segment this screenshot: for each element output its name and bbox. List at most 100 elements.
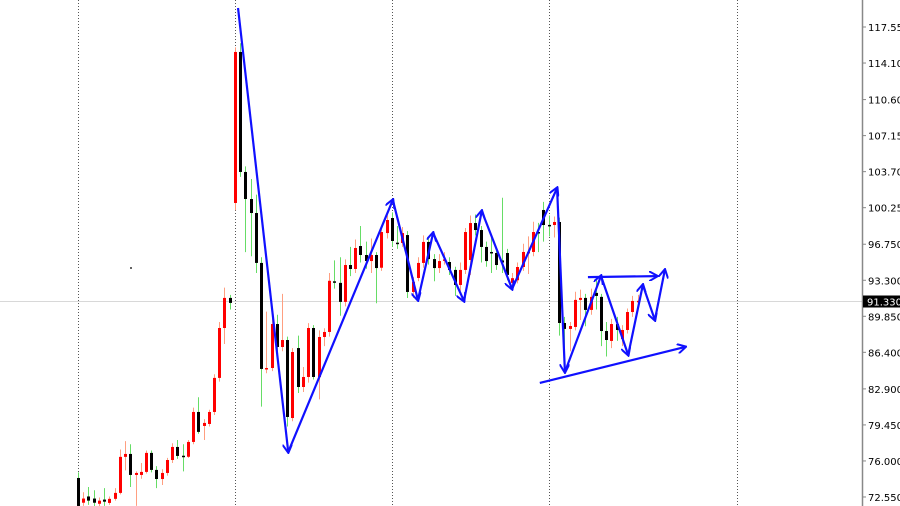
y-tick-label: 110.600 xyxy=(868,96,900,107)
candle xyxy=(370,238,373,273)
candle xyxy=(380,225,383,271)
candle-body xyxy=(328,280,331,332)
candles xyxy=(77,43,640,506)
candle xyxy=(584,293,587,327)
candle xyxy=(600,293,603,347)
candle xyxy=(208,409,211,427)
candle xyxy=(124,441,127,471)
price-axis[interactable]: 117.550 114.100 110.600 107.150 103.700 100.2… xyxy=(861,0,900,506)
candle-body xyxy=(495,253,498,266)
zigzag-arrow-segment[interactable] xyxy=(236,7,288,452)
zigzag-arrow-segment[interactable] xyxy=(416,233,433,301)
y-tick-label: 107.150 xyxy=(868,132,900,143)
trendline-drawings[interactable] xyxy=(236,7,685,453)
candle-body xyxy=(584,297,587,310)
candle-body xyxy=(119,456,122,493)
candle-body xyxy=(166,460,169,473)
zigzag-arrow-segment[interactable] xyxy=(653,270,665,321)
y-tick-label: 93.300 xyxy=(868,276,900,287)
candle xyxy=(103,488,106,506)
candle-body xyxy=(135,472,138,475)
candle xyxy=(579,289,582,320)
candle-body xyxy=(506,253,509,275)
candle-body xyxy=(244,171,247,200)
zigzag-arrow-segment[interactable] xyxy=(511,188,557,290)
candle xyxy=(281,293,284,352)
zigzag-arrow-segment[interactable] xyxy=(599,275,628,355)
candle-body xyxy=(103,499,106,502)
candle xyxy=(354,239,357,273)
candle xyxy=(495,248,498,270)
zigzag-arrow-segment[interactable] xyxy=(287,200,393,453)
candle-body xyxy=(354,247,357,269)
candle-body xyxy=(176,446,179,456)
zigzag-arrow-segment[interactable] xyxy=(391,199,418,300)
candle xyxy=(218,322,221,382)
candle-body xyxy=(422,241,425,263)
zigzag-arrow-segment[interactable] xyxy=(480,210,512,289)
candle-body xyxy=(448,261,451,270)
candle xyxy=(255,194,258,273)
y-tick-label: 103.700 xyxy=(868,168,900,179)
candle xyxy=(155,466,158,489)
zigzag-arrow-segment[interactable] xyxy=(555,187,565,372)
candle xyxy=(631,295,634,317)
candle xyxy=(229,294,232,310)
candle xyxy=(459,262,462,291)
candle-body xyxy=(417,262,420,278)
zigzag-arrow-segment[interactable] xyxy=(432,232,464,301)
candle xyxy=(516,262,519,284)
candle xyxy=(135,471,138,506)
candle xyxy=(203,419,206,441)
candle xyxy=(333,260,336,289)
zigzag-arrow-segment[interactable] xyxy=(563,276,601,373)
candle-body xyxy=(255,213,258,263)
y-tick-label: 96.750 xyxy=(868,240,900,251)
candle xyxy=(161,469,164,485)
current-price-value: 91.330 xyxy=(867,298,900,309)
candle-body xyxy=(302,376,305,388)
candle xyxy=(244,166,247,253)
candle xyxy=(271,314,274,372)
candle-body xyxy=(213,377,216,412)
candle-body xyxy=(579,297,582,300)
candle xyxy=(93,490,96,506)
y-tick-label: 117.550 xyxy=(868,23,900,34)
candle xyxy=(87,487,90,505)
candle-body xyxy=(522,251,525,268)
candle-body xyxy=(333,281,336,283)
zigzag-arrow-segment[interactable] xyxy=(641,284,655,320)
horizontal-arrow[interactable] xyxy=(587,276,657,277)
candle xyxy=(171,443,174,464)
candle xyxy=(239,43,242,177)
candle xyxy=(307,323,310,383)
candle xyxy=(145,450,148,474)
zigzag-arrow-segment[interactable] xyxy=(627,285,643,356)
candle xyxy=(375,252,378,304)
candle-body xyxy=(553,221,556,226)
candle-body xyxy=(223,297,226,328)
current-price-label: 91.330 xyxy=(863,295,900,309)
candle xyxy=(182,444,185,472)
support-trend-arrow[interactable] xyxy=(539,347,685,384)
candle xyxy=(140,463,143,479)
y-tick-label: 82.900 xyxy=(868,385,900,396)
candle-body xyxy=(307,327,310,377)
candle xyxy=(391,212,394,247)
candle-body xyxy=(344,265,347,302)
candle xyxy=(187,440,190,458)
candle-body xyxy=(192,411,195,442)
candle xyxy=(480,225,483,263)
candle xyxy=(114,488,117,501)
candle-body xyxy=(250,199,253,214)
candle xyxy=(610,318,613,349)
candle xyxy=(77,472,80,506)
candle xyxy=(396,225,399,249)
candle-body xyxy=(621,329,624,339)
candle-body xyxy=(281,340,284,348)
candle-body xyxy=(114,492,117,499)
candle xyxy=(197,397,200,434)
candle-body xyxy=(349,265,352,269)
zigzag-arrow-segment[interactable] xyxy=(462,211,482,302)
